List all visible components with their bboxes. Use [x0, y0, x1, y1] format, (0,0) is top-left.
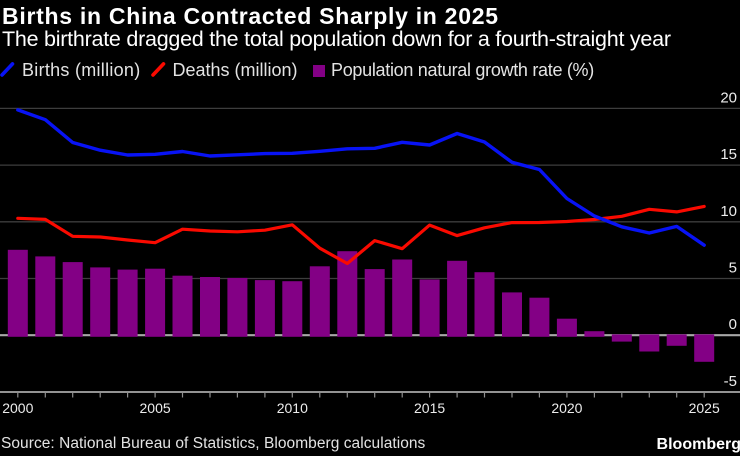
svg-text:2000: 2000 [2, 400, 33, 416]
svg-text:2010: 2010 [277, 400, 308, 416]
svg-text:0: 0 [729, 316, 737, 333]
svg-text:20: 20 [720, 89, 737, 106]
svg-text:2005: 2005 [140, 400, 171, 416]
svg-text:2020: 2020 [551, 400, 582, 416]
svg-text:10: 10 [720, 203, 737, 220]
svg-text:15: 15 [720, 146, 737, 163]
svg-text:2015: 2015 [414, 400, 445, 416]
svg-text:5: 5 [729, 260, 737, 277]
svg-text:2025: 2025 [689, 400, 720, 416]
svg-text:-5: -5 [724, 373, 737, 390]
